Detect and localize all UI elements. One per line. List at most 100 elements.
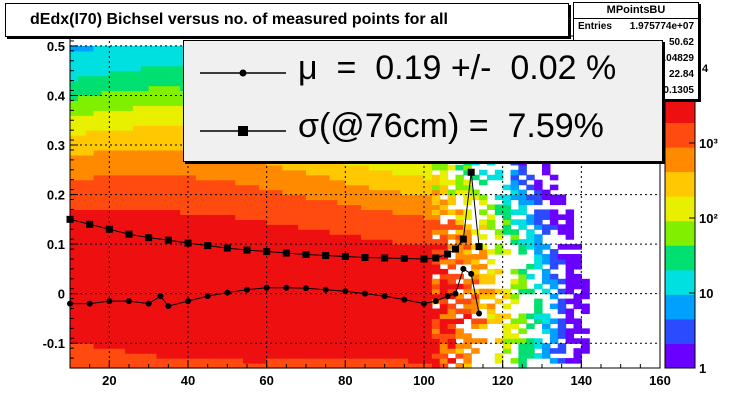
stats-row: 22.84 bbox=[574, 67, 698, 83]
data-point-square bbox=[467, 168, 475, 176]
legend-text-sigma: σ(@76cm) = 7.59% bbox=[298, 107, 604, 145]
stats-row: 0.04829 bbox=[574, 51, 698, 67]
data-point-square bbox=[361, 253, 369, 261]
x-tick-label: 40 bbox=[181, 373, 195, 388]
color-scale-band bbox=[665, 147, 695, 173]
legend-text-mu: μ = 0.19 +/- 0.02 % bbox=[298, 49, 617, 87]
stats-row: Entries 1.975774e+07 bbox=[574, 19, 698, 35]
color-scale-band bbox=[665, 220, 695, 246]
data-point-circle bbox=[86, 300, 93, 307]
y-tick-label: -0.1 bbox=[43, 336, 65, 351]
x-tick-label: 160 bbox=[649, 373, 671, 388]
data-point-circle bbox=[185, 298, 191, 305]
data-point-square bbox=[432, 254, 440, 262]
color-scale-band bbox=[665, 318, 695, 344]
data-point-circle bbox=[126, 298, 132, 305]
color-scale-exponent: 4 bbox=[702, 63, 709, 75]
x-tick-label: 100 bbox=[413, 373, 435, 388]
legend: μ = 0.19 +/- 0.02 % σ(@76cm) = 7.59% bbox=[183, 40, 663, 162]
stats-value: 22.84 bbox=[668, 69, 694, 80]
data-point-square bbox=[451, 245, 459, 253]
legend-entry-mu: μ = 0.19 +/- 0.02 % bbox=[184, 45, 662, 101]
data-point-circle bbox=[362, 290, 368, 297]
data-point-circle bbox=[460, 265, 467, 272]
color-scale-band bbox=[665, 245, 695, 271]
y-tick-label: 0.1 bbox=[47, 237, 65, 252]
data-point-square bbox=[302, 251, 310, 259]
y-tick-label: 0 bbox=[58, 287, 65, 302]
color-scale-label: 10³ bbox=[699, 136, 718, 151]
data-point-circle bbox=[204, 293, 211, 300]
data-point-circle bbox=[401, 296, 408, 303]
data-point-square bbox=[420, 255, 428, 263]
color-scale-band bbox=[665, 343, 695, 369]
y-tick-label: 0.2 bbox=[47, 188, 65, 203]
data-point-square bbox=[184, 239, 192, 247]
data-point-square bbox=[263, 248, 271, 256]
legend-marker-square bbox=[200, 126, 286, 136]
axes: 20 40 60 80 100 120 140 160 -0.1 0 0.1 0.2 0.3 0.4 0.5 bbox=[43, 35, 671, 388]
x-tick-label: 80 bbox=[338, 373, 352, 388]
data-point-circle bbox=[476, 310, 483, 317]
stats-value: 0.04829 bbox=[657, 53, 694, 64]
data-point-square bbox=[223, 244, 231, 252]
data-point-square bbox=[145, 234, 153, 242]
y-tick-label: 0.5 bbox=[47, 39, 65, 54]
color-scale-label: 10² bbox=[699, 211, 718, 226]
data-point-square bbox=[125, 230, 133, 238]
data-point-circle bbox=[244, 286, 250, 293]
profile-series bbox=[66, 168, 483, 317]
data-point-circle bbox=[157, 293, 164, 300]
chart-title: dEdx(I70) Bichsel versus no. of measured… bbox=[5, 3, 569, 37]
y-tick-label: 0.3 bbox=[47, 138, 65, 153]
stats-row: 50.62 bbox=[574, 35, 698, 51]
color-scale-band bbox=[665, 171, 695, 197]
data-point-circle bbox=[283, 284, 290, 291]
legend-entry-sigma: σ(@76cm) = 7.59% bbox=[184, 103, 662, 159]
color-scale: 1 10 10² 10³ 4 bbox=[664, 63, 718, 376]
color-scale-band bbox=[665, 122, 695, 148]
data-point-square bbox=[459, 235, 467, 243]
data-point-circle bbox=[303, 285, 309, 292]
data-point-square bbox=[341, 253, 349, 261]
x-tick-label: 20 bbox=[102, 373, 116, 388]
data-point-square bbox=[381, 254, 389, 262]
color-scale-label: 1 bbox=[699, 361, 706, 376]
data-point-square bbox=[105, 225, 113, 233]
data-point-square bbox=[86, 220, 94, 228]
stats-row: 0.1305 bbox=[574, 83, 698, 99]
x-tick-label: 120 bbox=[492, 373, 514, 388]
stats-name: MPointsBU bbox=[574, 3, 698, 19]
data-point-square bbox=[444, 250, 452, 258]
stats-label: Entries bbox=[578, 21, 612, 32]
data-point-circle bbox=[432, 298, 439, 305]
data-point-square bbox=[475, 243, 483, 251]
data-point-circle bbox=[452, 290, 459, 297]
legend-marker-circle bbox=[200, 69, 286, 77]
data-point-square bbox=[204, 242, 212, 250]
data-point-circle bbox=[322, 286, 329, 293]
data-point-circle bbox=[263, 284, 270, 291]
stats-value: 1.975774e+07 bbox=[629, 21, 694, 32]
color-scale-band bbox=[665, 294, 695, 320]
data-point-square bbox=[164, 236, 172, 244]
data-point-circle bbox=[145, 300, 152, 307]
x-tick-label: 140 bbox=[570, 373, 592, 388]
stats-value: 50.62 bbox=[668, 37, 694, 48]
data-point-circle bbox=[444, 293, 451, 300]
data-point-square bbox=[322, 252, 330, 260]
data-point-circle bbox=[381, 293, 388, 300]
color-scale-band bbox=[665, 98, 695, 124]
data-point-circle bbox=[468, 270, 475, 277]
data-point-square bbox=[243, 246, 251, 254]
color-scale-band bbox=[665, 269, 695, 295]
y-tick-label: 0.4 bbox=[47, 88, 66, 103]
data-point-circle bbox=[165, 303, 172, 310]
stats-value: 0.1305 bbox=[663, 85, 694, 96]
data-point-circle bbox=[106, 298, 113, 305]
data-point-circle bbox=[342, 288, 349, 295]
data-point-circle bbox=[224, 289, 231, 296]
data-point-square bbox=[282, 249, 290, 257]
data-point-circle bbox=[421, 300, 427, 307]
color-scale-label: 10 bbox=[699, 286, 713, 301]
